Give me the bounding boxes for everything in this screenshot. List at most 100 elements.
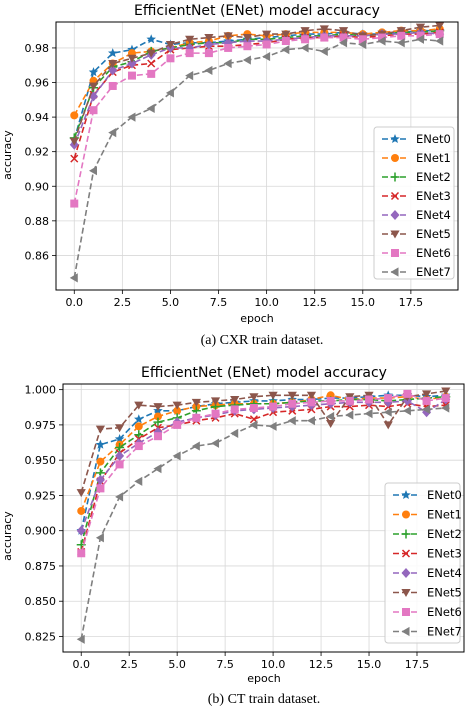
data-point (242, 55, 251, 65)
y-tick-label: 0.950 (25, 454, 57, 467)
legend-marker (402, 608, 410, 616)
legend-item-enet0: ENet0 (393, 488, 462, 502)
x-tick-label: 0.0 (72, 658, 90, 671)
data-point (396, 38, 405, 48)
legend-marker (390, 267, 399, 277)
legend-item-enet6: ENet6 (382, 246, 451, 260)
data-point (153, 412, 162, 421)
data-point (96, 484, 105, 493)
x-tick-label: 2.5 (120, 658, 138, 671)
data-point (345, 410, 354, 420)
data-point (435, 30, 444, 39)
x-axis-label: epoch (247, 672, 281, 685)
data-point (127, 54, 137, 63)
y-tick-label: 0.96 (25, 77, 50, 90)
legend-item-enet6: ENet6 (393, 605, 462, 619)
legend-label: ENet5 (427, 586, 462, 600)
data-point (114, 434, 125, 444)
legend-box (373, 126, 455, 280)
data-point (108, 59, 118, 68)
data-point (339, 33, 348, 42)
data-point (326, 411, 335, 422)
data-point (415, 23, 426, 32)
data-point (88, 82, 99, 91)
y-tick-label: 0.90 (25, 180, 50, 193)
data-point (288, 399, 297, 408)
data-point (211, 409, 220, 418)
x-tick-label: 17.5 (399, 296, 424, 309)
data-point (204, 65, 213, 76)
data-point (115, 450, 125, 461)
x-tick-label: 15.0 (357, 658, 382, 671)
legend: ENet0 ENet1 ENet2 ENet3 ENet4 ENet5 ENet6 ENet7 (384, 482, 462, 644)
series-line (80, 402, 446, 553)
x-tick-label: 10.0 (261, 658, 286, 671)
y-tick-label: 0.925 (25, 489, 57, 502)
data-point (358, 35, 367, 44)
legend-marker (390, 172, 400, 182)
data-point (108, 65, 118, 76)
data-point (76, 489, 86, 498)
data-point (224, 43, 233, 52)
legend-label: ENet0 (416, 132, 451, 146)
legend-marker (401, 529, 411, 539)
plot-frame (55, 21, 459, 291)
data-point (211, 438, 220, 448)
y-axis-label: accuracy (1, 511, 14, 561)
legend-item-enet4: ENet4 (393, 566, 462, 580)
data-point (383, 421, 393, 430)
data-point (262, 40, 271, 49)
data-point (146, 34, 156, 44)
data-point (127, 112, 136, 122)
x-tick-label: 0.0 (66, 296, 84, 309)
data-point (243, 42, 252, 51)
x-tick-label: 5.0 (162, 296, 180, 309)
data-point (153, 432, 162, 441)
data-point (147, 59, 156, 68)
data-point (402, 406, 411, 416)
data-point (127, 71, 136, 80)
data-point (134, 422, 143, 431)
data-point (108, 128, 117, 138)
data-point (326, 419, 336, 428)
x-tick-label: 10.0 (254, 296, 279, 309)
data-point (95, 474, 105, 485)
series-line (73, 24, 440, 142)
data-point (339, 38, 348, 48)
legend-label: ENet7 (416, 265, 451, 279)
data-point (153, 464, 162, 474)
data-point (153, 403, 163, 412)
data-point (281, 45, 290, 55)
data-point (300, 27, 310, 36)
series-enet7 (76, 403, 450, 644)
data-point (191, 398, 201, 407)
data-point (281, 30, 291, 39)
data-point (268, 391, 278, 400)
series-line (73, 29, 440, 140)
data-point (230, 428, 239, 438)
data-point (95, 439, 106, 449)
plot-frame (62, 383, 465, 653)
y-tick-label: 0.975 (25, 419, 57, 432)
chart-title: EfficientNet (ENet) model accuracy (134, 3, 380, 19)
data-point (192, 413, 201, 422)
data-point (441, 394, 450, 403)
data-point (242, 34, 252, 43)
series-enet6 (77, 389, 450, 558)
data-point (262, 30, 272, 39)
data-point (377, 36, 386, 46)
data-point (249, 393, 259, 402)
data-point (268, 421, 277, 431)
x-tick-label: 5.0 (168, 658, 186, 671)
legend-marker (390, 210, 400, 220)
x-tick-label: 7.5 (210, 296, 228, 309)
x-tick-label: 17.5 (405, 658, 430, 671)
data-point (185, 71, 194, 81)
data-point (147, 69, 156, 78)
data-point (70, 154, 79, 163)
legend-label: ENet1 (427, 508, 462, 522)
series-layer (69, 21, 445, 283)
series-enet7 (69, 34, 444, 283)
data-point (364, 409, 373, 419)
data-point (306, 391, 317, 400)
